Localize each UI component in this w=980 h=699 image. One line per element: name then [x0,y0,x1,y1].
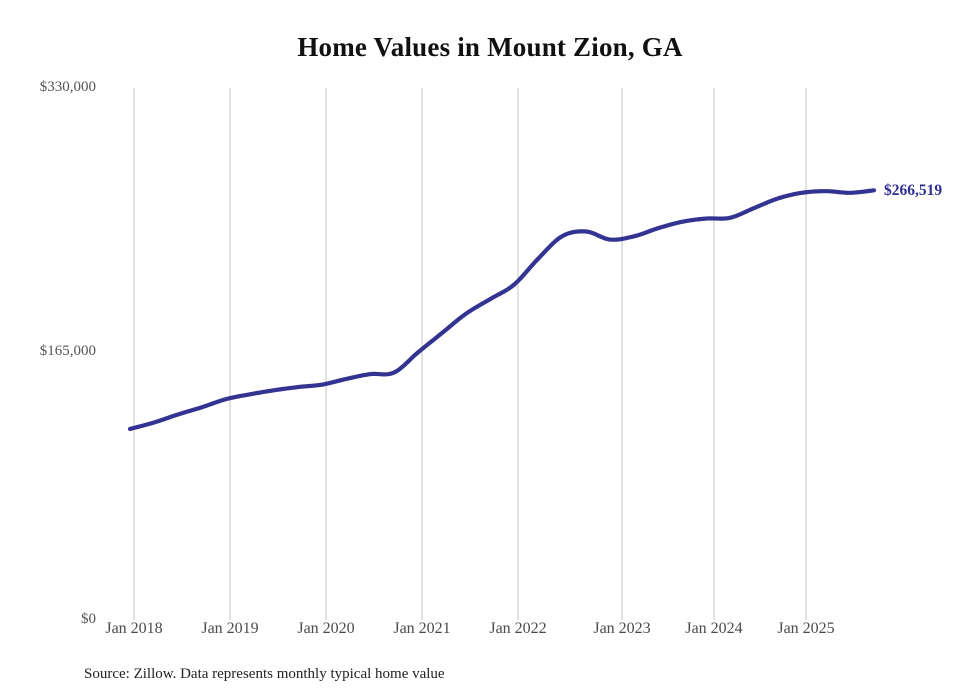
gridlines [133,88,807,620]
y-axis-tick-165000: $165,000 [39,343,96,359]
page-title: Home Values in Mount Zion, GA [297,32,683,62]
x-axis-tick-jan-2025: Jan 2025 [777,620,835,637]
x-axis-tick-jan-2023: Jan 2023 [593,620,651,637]
x-axis-tick-jan-2022: Jan 2022 [489,620,547,637]
x-axis-tick-jan-2024: Jan 2024 [685,620,743,637]
home-value-line [127,188,877,432]
latest-value-label: $266,519 [884,182,943,200]
x-axis-tick-jan-2019: Jan 2019 [201,620,259,637]
y-axis-tick-0: $0 [81,611,96,627]
y-axis-tick-330000: $330,000 [39,79,96,95]
source-note: Source: Zillow. Data represents monthly … [84,666,445,682]
x-axis-tick-jan-2021: Jan 2021 [393,620,451,637]
x-axis-tick-jan-2020: Jan 2020 [297,620,355,637]
x-axis-tick-jan-2018: Jan 2018 [105,620,163,637]
